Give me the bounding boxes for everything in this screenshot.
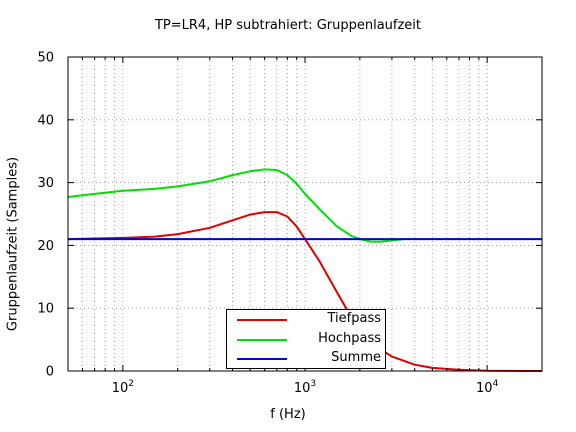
legend-label-tiefpass: Tiefpass: [327, 311, 382, 326]
x-axis-label: f (Hz): [270, 407, 306, 422]
x-tick-label: 103: [294, 379, 316, 396]
y-tick-label: 0: [46, 365, 54, 380]
y-tick-label: 30: [37, 176, 54, 191]
legend-item-hochpass: Hochpass: [227, 330, 387, 350]
y-tick-label: 20: [37, 239, 54, 254]
chart-title: TP=LR4, HP subtrahiert: Gruppenlaufzeit: [154, 18, 422, 33]
series-lines: [67, 168, 542, 372]
legend-item-summe: Summe: [227, 349, 387, 369]
axis-ticks: 0 10 20 30 40 50 102 103 104: [37, 51, 543, 396]
legend-item-tiefpass: Tiefpass: [227, 310, 387, 330]
legend-label-summe: Summe: [331, 350, 381, 365]
legend-swatch-hochpass: [237, 339, 287, 341]
y-tick-label: 50: [37, 51, 54, 66]
y-tick-label: 10: [37, 302, 54, 317]
legend-label-hochpass: Hochpass: [318, 331, 381, 346]
legend-swatch-summe: [237, 358, 287, 360]
x-tick-label: 102: [112, 379, 134, 396]
y-axis-label: Gruppenlaufzeit (Samples): [5, 156, 21, 332]
legend-swatch-tiefpass: [237, 319, 287, 321]
legend: Tiefpass Hochpass Summe: [226, 309, 386, 369]
x-tick-label: 104: [476, 379, 499, 396]
y-tick-label: 40: [37, 113, 54, 128]
series-line-hochpass: [67, 168, 405, 243]
